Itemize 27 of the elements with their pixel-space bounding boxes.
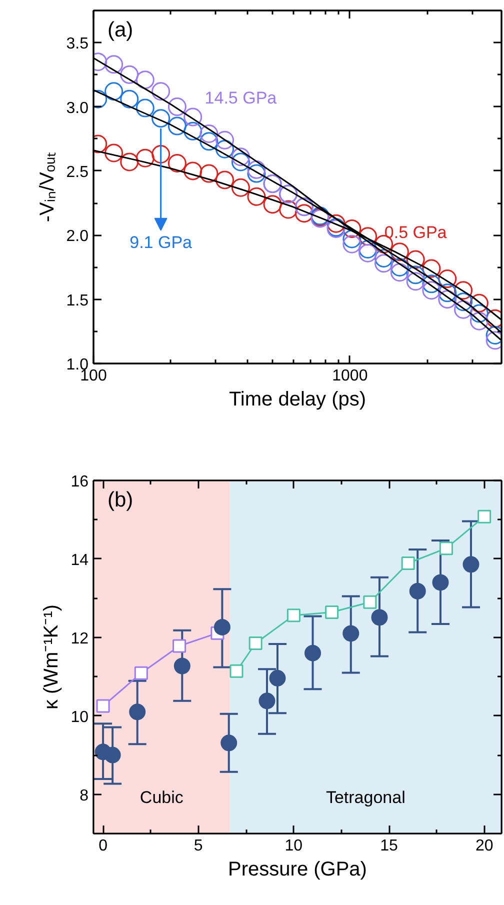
x-tick-label: 5	[194, 838, 203, 854]
x-axis-title: Pressure (GPa)	[228, 858, 367, 880]
y-tick-label: 14	[70, 552, 89, 569]
band-label: Tetragonal	[326, 788, 406, 807]
y-tick-label: 16	[70, 474, 89, 490]
x-tick-label: 1000	[332, 368, 368, 384]
x-axis-title: Time delay (ps)	[228, 388, 366, 410]
annotation: (b)	[108, 488, 134, 512]
y-tick-label: 8	[80, 787, 89, 804]
y-tick-label: 10	[70, 708, 89, 726]
x-tick-label: 0	[98, 838, 108, 854]
band-label: Cubic	[140, 788, 184, 807]
y-tick-label: 3.5	[66, 36, 89, 53]
y-tick-label: 1.5	[66, 292, 89, 310]
y-tick-label: 12	[70, 630, 89, 648]
y-tick-label: 2.0	[66, 228, 89, 246]
x-tick-label: 20	[475, 838, 494, 854]
y-axis-title: κ (Wm⁻¹K⁻¹)	[40, 604, 63, 710]
y-tick-label: 2.5	[66, 164, 89, 181]
annotation: (a)	[108, 18, 134, 42]
x-tick-label: 15	[380, 838, 398, 854]
series-label: 14.5 GPa	[204, 88, 278, 108]
legend-label: 9.1 GPa	[130, 232, 193, 252]
x-tick-label: 10	[284, 838, 303, 854]
y-tick-label: 3.0	[66, 100, 89, 117]
series-label: 0.5 GPa	[384, 223, 448, 242]
y-axis-title: -Vᵢₙ/Vₒᵤₜ	[36, 152, 58, 222]
